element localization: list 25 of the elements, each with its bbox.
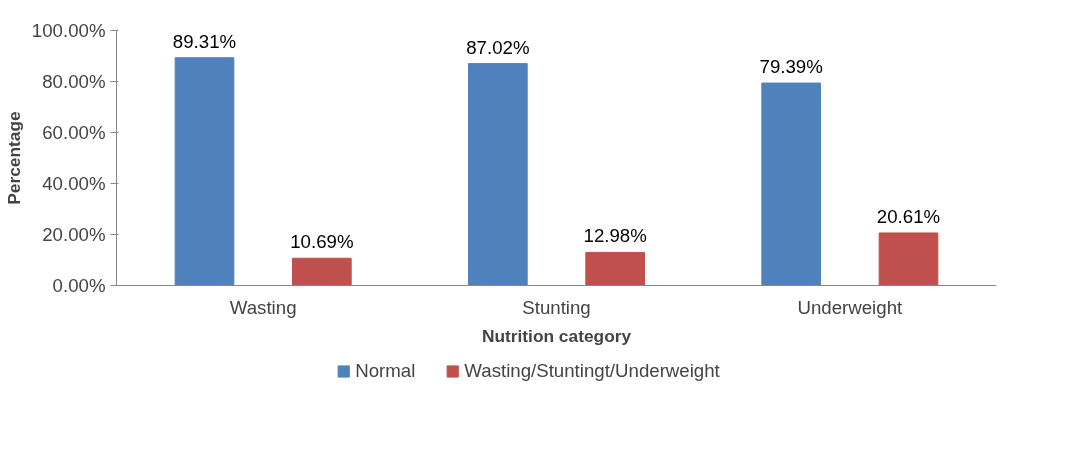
x-tick-label: Stunting [522,296,591,318]
bar [761,82,821,286]
data-label: 79.39% [759,56,823,78]
bar [585,251,645,286]
bar [292,257,352,286]
data-label: 87.02% [466,36,530,58]
y-tick-label: 0.00% [52,275,106,296]
y-tick-label: 80.00% [42,71,106,92]
y-tick-label: 100.00% [31,20,106,41]
data-label: 10.69% [290,231,354,253]
x-tick-label: Underweight [797,296,904,318]
x-tick-label: Wasting [229,296,297,318]
y-tick-label: 40.00% [42,173,106,194]
data-label: 89.31% [172,30,237,52]
y-tick-label: 20.00% [42,224,106,245]
legend-label: Wasting/Stuntingt/Underweight [464,359,720,382]
y-axis-title: Percentage [3,110,24,205]
x-axis-title: Nutrition category [481,325,632,346]
bar [174,57,235,286]
bar [878,232,939,286]
y-tick-label: 60.00% [42,122,106,143]
legend-label: Normal [355,359,416,382]
bar [468,63,528,286]
data-label: 12.98% [583,225,647,247]
data-label: 20.61% [876,205,941,227]
